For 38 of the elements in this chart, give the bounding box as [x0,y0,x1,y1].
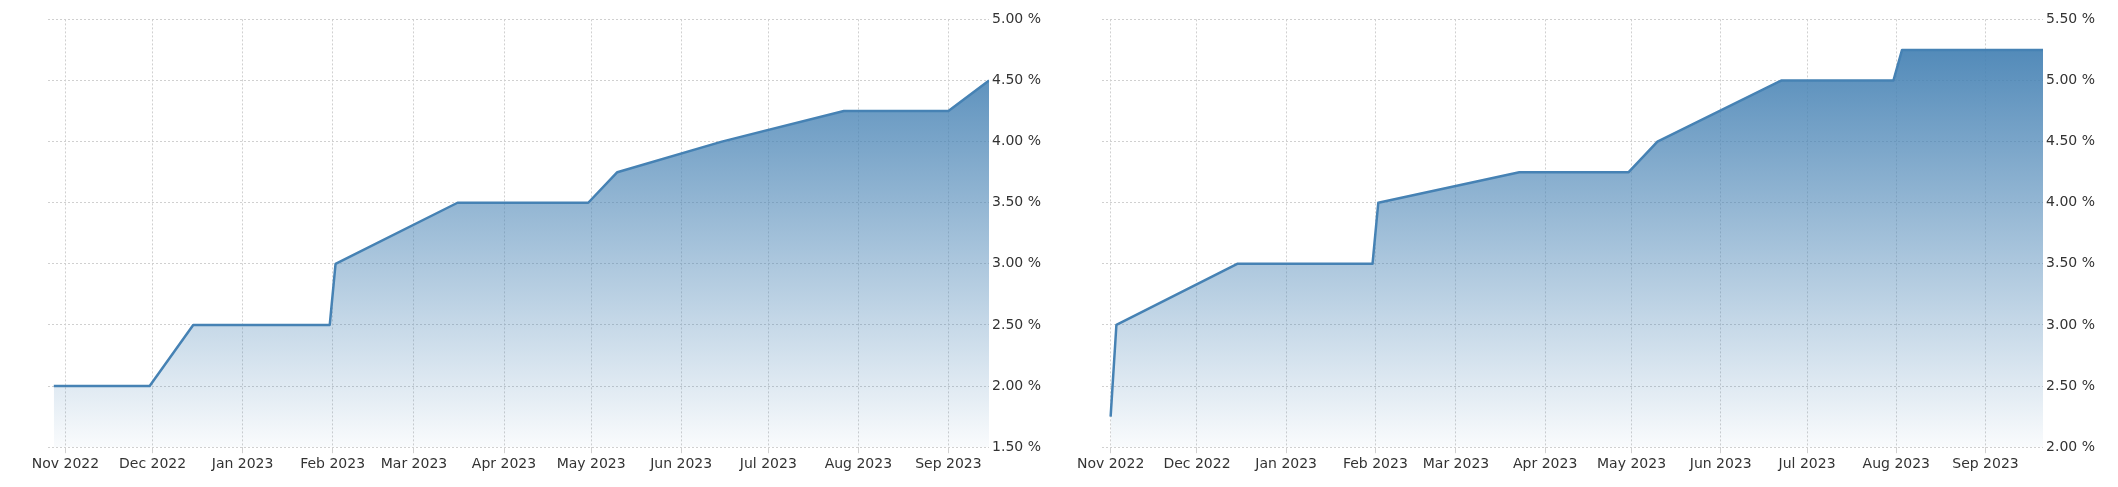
x-tick-label: Jan 2023 [1254,455,1318,472]
x-tick-label: Sep 2023 [915,455,982,472]
y-tick-label: 4.50 % [2046,132,2096,149]
x-tick-label: Aug 2023 [1862,455,1931,472]
x-tick-label: Jun 2023 [1688,455,1752,472]
x-tick-label: Jul 2023 [1777,455,1836,472]
y-tick-label: 3.50 % [992,193,1042,210]
x-tick-label: Aug 2023 [824,455,893,472]
y-tick-label: 4.50 % [992,71,1042,88]
y-tick-label: 3.00 % [992,254,1042,271]
y-tick-label: 1.50 % [992,437,1042,454]
x-tick-label: Nov 2022 [1076,455,1145,472]
y-tick-label: 5.00 % [992,10,1042,27]
y-tick-label: 5.00 % [2046,71,2096,88]
x-tick-label: Dec 2022 [118,455,187,472]
x-tick-label: Mar 2023 [380,455,448,472]
y-tick-label: 2.00 % [992,376,1042,393]
x-tick-label: Nov 2022 [31,455,100,472]
x-tick-label: Sep 2023 [1952,455,2019,472]
y-tick-label: 2.50 % [992,315,1042,332]
y-tick-label: 4.00 % [992,132,1042,149]
y-tick-label: 2.00 % [2046,437,2096,454]
y-tick-label: 4.00 % [2046,193,2096,210]
y-tick-label: 3.00 % [2046,315,2096,332]
x-tick-label: May 2023 [1597,455,1667,472]
x-tick-label: May 2023 [556,455,626,472]
y-tick-label: 2.50 % [2046,376,2096,393]
x-tick-label: Feb 2023 [300,455,366,472]
x-tick-label: Mar 2023 [1422,455,1490,472]
x-tick-label: Jan 2023 [210,455,274,472]
x-tick-label: Apr 2023 [1513,455,1578,472]
y-tick-label: 3.50 % [2046,254,2096,271]
y-tick-label: 5.50 % [2046,10,2096,27]
x-tick-label: Jul 2023 [738,455,797,472]
x-tick-label: Apr 2023 [471,455,537,472]
x-tick-label: Dec 2022 [1163,455,1231,472]
x-tick-label: Feb 2023 [1342,455,1408,472]
x-tick-label: Jun 2023 [649,455,713,472]
